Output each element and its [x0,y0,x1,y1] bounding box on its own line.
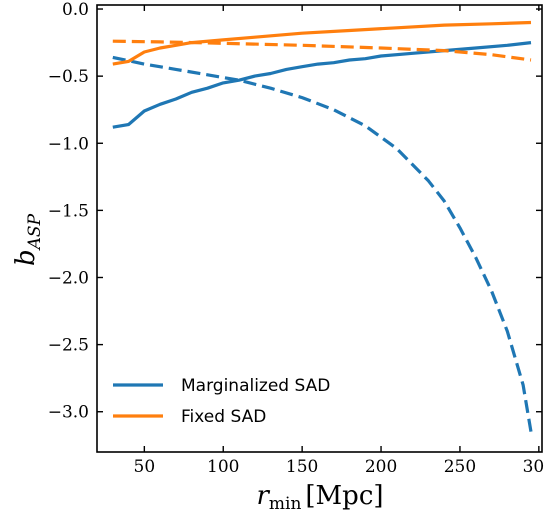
x-axis-label-base: r [256,481,270,511]
x-axis-label-unit: [Mpc] [305,481,383,511]
legend-label-fixed: Fixed SAD [181,407,266,427]
series-line-1 [112,55,533,433]
series-line-0 [112,41,532,129]
svg-text:rmin[Mpc]: rmin [Mpc] [256,481,383,514]
legend-label-marginalized: Marginalized SAD [181,376,330,396]
y-tick-label-6: −3.0 [48,403,89,423]
y-tick-label-1: −0.5 [48,67,89,87]
plot-frame [96,4,543,453]
y-tick-label-0: 0.0 [62,0,89,20]
x-tick-label-1: 100 [207,457,239,477]
x-axis-label-sub: min [269,494,302,514]
x-tick-label-4: 250 [444,457,476,477]
svg-text:bASP: bASP [11,213,45,266]
series-layer [112,20,533,433]
y-tick-label-4: −2.0 [48,268,89,288]
x-tick-label-0: 50 [134,457,156,477]
y-tick-label-3: −1.5 [48,201,89,221]
y-axis-label-sub: ASP [25,213,45,251]
x-tick-label-2: 150 [286,457,318,477]
y-axis-label-base: b [11,249,41,266]
y-axis-label: bASP [11,213,45,266]
ticks-layer: 50 100 150 200 250 300 0.0 −0.5 −1.0 −1.5 −2.0 −2.5… [48,0,545,477]
x-axis-label: rmin [Mpc] [256,481,383,514]
series-line-2 [112,20,532,66]
y-tick-label-5: −2.5 [48,336,89,356]
y-tick-label-2: −1.0 [48,134,89,154]
x-tick-label-5: 300 [523,457,545,477]
legend: Marginalized SAD Fixed SAD [113,376,330,427]
series-line-3 [112,39,532,62]
x-tick-label-3: 200 [365,457,397,477]
